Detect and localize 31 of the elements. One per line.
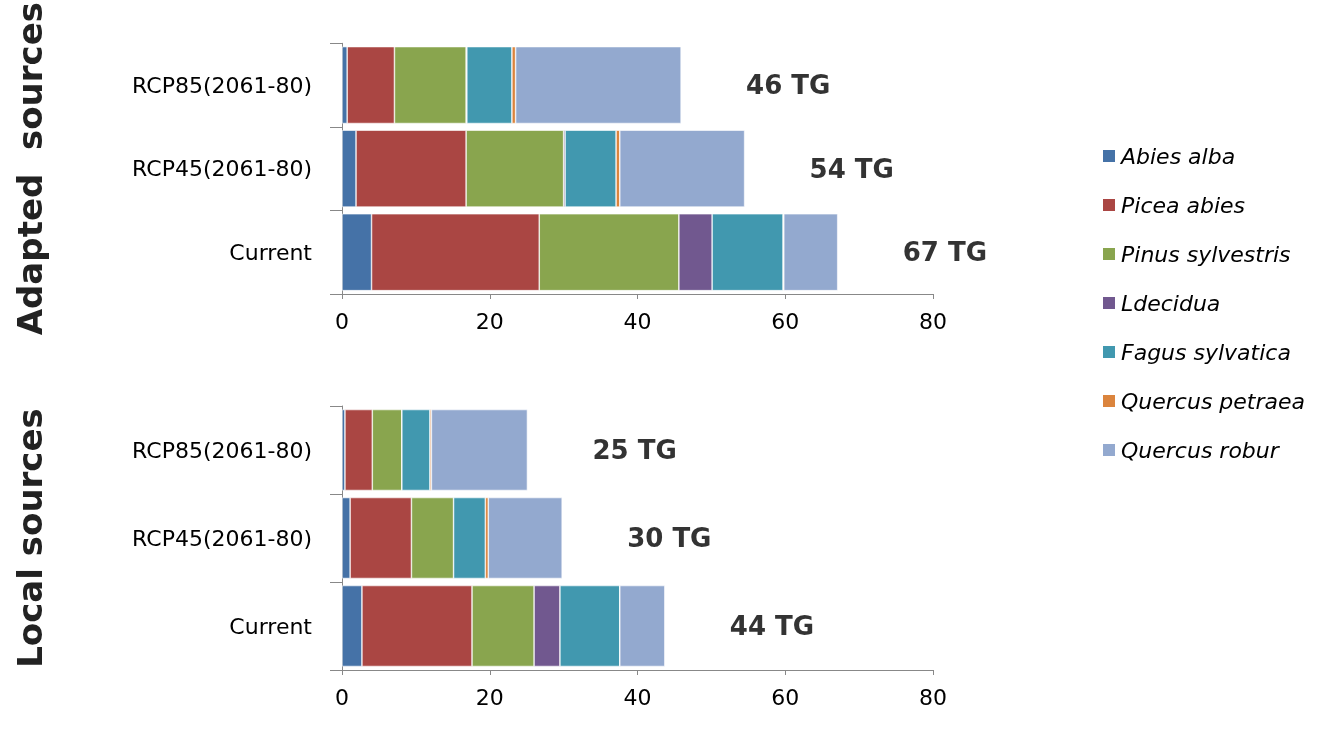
legend-label: Picea abies xyxy=(1121,192,1246,218)
x-tick-label: 60 xyxy=(771,308,800,334)
y-tick-label: RCP85(2061-80) xyxy=(132,437,312,463)
total-label: 30 TG xyxy=(627,523,712,553)
total-label: 46 TG xyxy=(746,70,831,101)
legend-label: Pinus sylvestris xyxy=(1121,241,1291,267)
x-tick-label: 40 xyxy=(623,308,652,334)
legend-label: Ldecidua xyxy=(1121,290,1221,316)
x-tick-label: 20 xyxy=(475,684,504,710)
y-tick-label: RCP45(2061-80) xyxy=(132,156,312,182)
legend-label: Abies alba xyxy=(1119,143,1236,169)
x-tick-label: 20 xyxy=(475,308,504,334)
y-tick-label: RCP45(2061-80) xyxy=(132,525,312,551)
y-axis-title: Adapted sources xyxy=(10,2,50,336)
y-tick-label: Current xyxy=(229,613,313,639)
x-tick-label: 60 xyxy=(771,684,800,710)
total-label: 54 TG xyxy=(809,153,894,184)
x-tick-label: 0 xyxy=(335,308,349,334)
y-axis-title: Local sources xyxy=(10,408,50,668)
legend-label: Fagus sylvatica xyxy=(1121,339,1291,365)
legend-label: Quercus petraea xyxy=(1121,388,1306,414)
y-tick-label: RCP85(2061-80) xyxy=(132,72,312,98)
legend-label: Quercus robur xyxy=(1121,437,1281,463)
total-label: 67 TG xyxy=(902,237,988,268)
x-tick-label: 0 xyxy=(335,684,349,710)
total-label: 44 TG xyxy=(729,611,815,641)
x-tick-label: 40 xyxy=(623,684,652,710)
x-tick-label: 80 xyxy=(919,684,947,710)
total-label: 25 TG xyxy=(592,435,677,465)
x-tick-label: 80 xyxy=(919,308,947,334)
y-tick-label: Current xyxy=(229,239,313,265)
